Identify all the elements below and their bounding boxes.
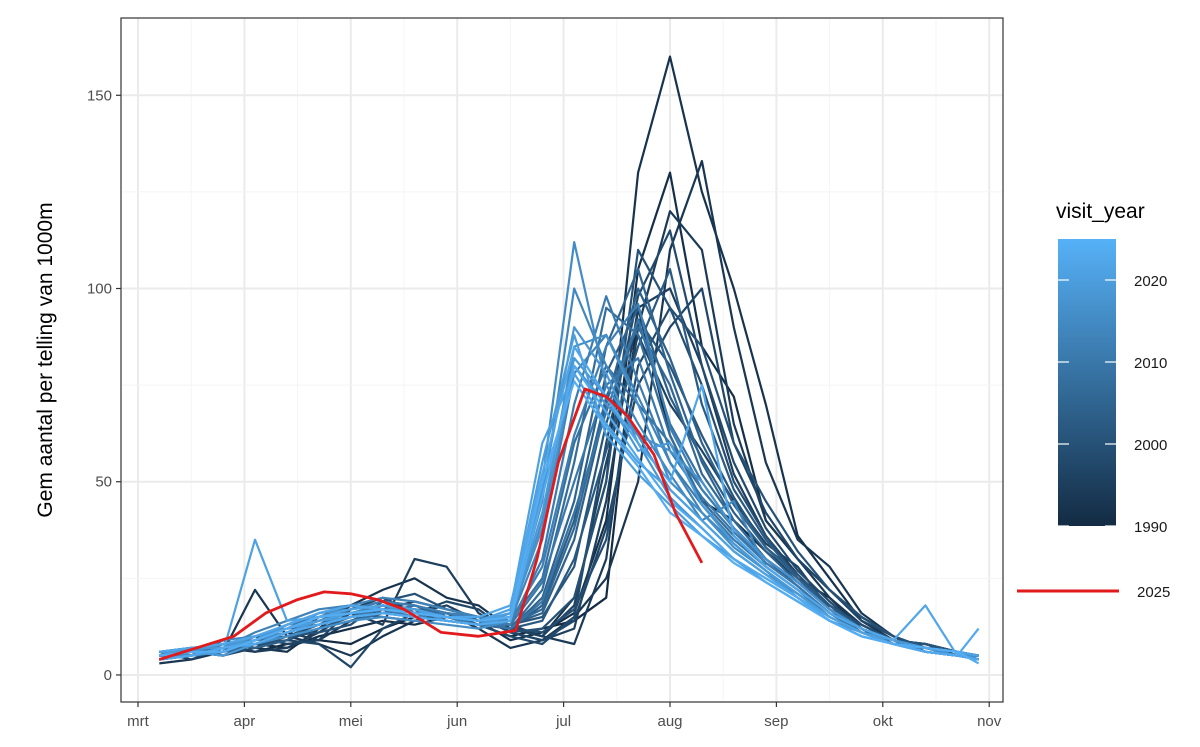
legend: visit_year 2020 2010 2000 1990 2025 <box>1017 200 1170 601</box>
colorbar-label: 2020 <box>1134 273 1167 290</box>
x-tick-label: jul <box>555 713 571 730</box>
x-tick-label: mei <box>339 713 363 730</box>
x-tick-label: apr <box>234 713 256 730</box>
legend-title: visit_year <box>1056 200 1145 223</box>
y-tick-label: 50 <box>95 474 112 491</box>
colorbar-label: 1990 <box>1134 519 1167 536</box>
series-line-2000 <box>159 248 979 661</box>
y-axis-title: Gem aantal per telling van 1000m <box>34 202 57 517</box>
highlight-series-line <box>158 387 704 661</box>
colorbar-ticks: 2020 2010 2000 1990 <box>1058 273 1167 536</box>
highlight-legend-label: 2025 <box>1137 584 1170 601</box>
y-tick-label: 100 <box>87 281 112 298</box>
y-tick-label: 150 <box>87 87 112 104</box>
series-line-2024 <box>159 380 980 665</box>
colorbar <box>1058 239 1116 526</box>
series-line-2022 <box>159 345 979 661</box>
x-tick-label: okt <box>873 713 894 730</box>
background-series-lines <box>159 55 980 669</box>
series-line-1999 <box>159 306 979 657</box>
grid <box>121 18 1003 702</box>
y-tick-label: 0 <box>104 667 112 684</box>
series-line-2021 <box>159 372 979 657</box>
x-tick-label: sep <box>764 713 788 730</box>
colorbar-label: 2010 <box>1134 355 1167 372</box>
panel-background <box>121 18 1003 702</box>
panel-border <box>120 17 1004 703</box>
x-tick-label: mrt <box>127 713 149 730</box>
series-line-2025 <box>158 387 704 661</box>
y-axis: 0 50 100 150 <box>87 87 121 684</box>
x-axis: mrt apr mei jun jul aug sep okt nov <box>127 702 1002 730</box>
x-tick-label: aug <box>657 713 682 730</box>
x-tick-label: nov <box>977 713 1002 730</box>
x-tick-label: jun <box>446 713 467 730</box>
colorbar-label: 2000 <box>1134 437 1167 454</box>
series-line-1997 <box>159 287 979 669</box>
